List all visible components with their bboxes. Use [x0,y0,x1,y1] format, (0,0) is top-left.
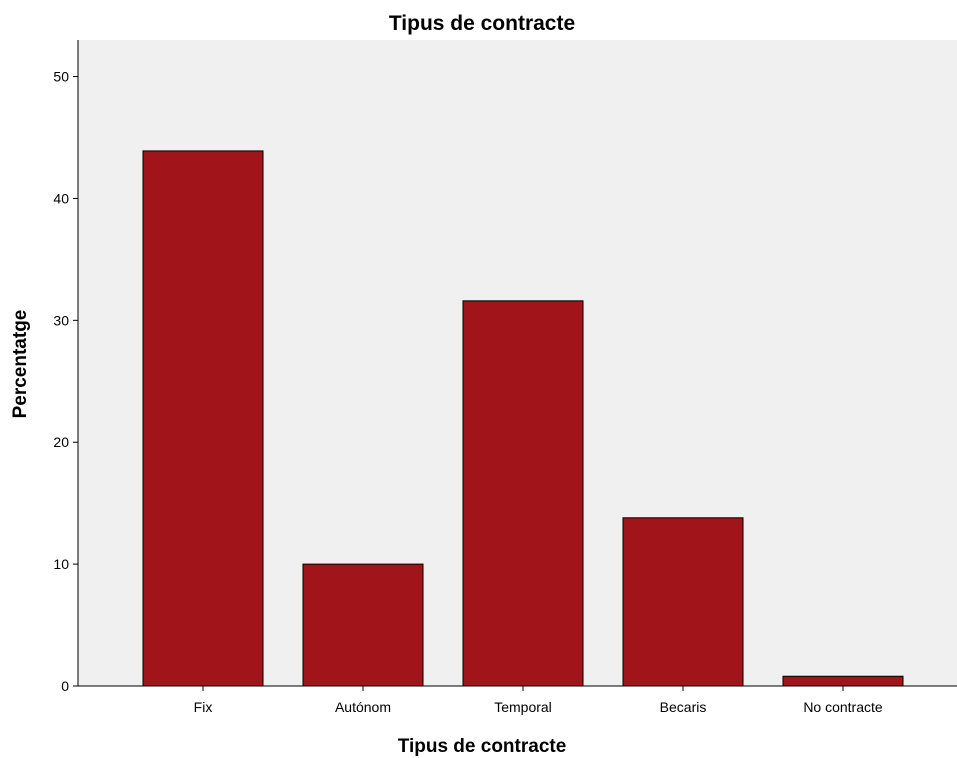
y-tick-label-3: 30 [53,312,69,328]
y-axis-ticks: 0 10 20 30 40 50 [53,69,78,694]
y-tick-label-0: 0 [61,678,69,694]
x-tick-label-3: Becaris [660,699,707,715]
y-axis-title: Percentatge [10,310,31,419]
x-tick-label-0: Fix [194,699,213,715]
x-axis-title: Tipus de contracte [398,736,567,757]
x-tick-label-4: No contracte [803,699,883,715]
y-tick-label-1: 10 [53,556,69,572]
bar-2 [462,300,584,687]
x-tick-label-2: Temporal [494,699,552,715]
bar-4 [782,675,904,687]
y-tick-label-2: 20 [53,434,69,450]
bars-group [142,150,904,687]
y-tick-label-4: 40 [53,190,69,206]
bar-1 [302,563,424,687]
chart-title: Tipus de contracte [389,12,575,35]
bar-0 [142,150,264,687]
y-tick-label-5: 50 [53,69,69,85]
x-tick-label-1: Autónom [335,699,391,715]
bar-3 [622,517,744,687]
x-axis-ticks: Fix Autónom Temporal Becaris No contracte [194,686,883,715]
